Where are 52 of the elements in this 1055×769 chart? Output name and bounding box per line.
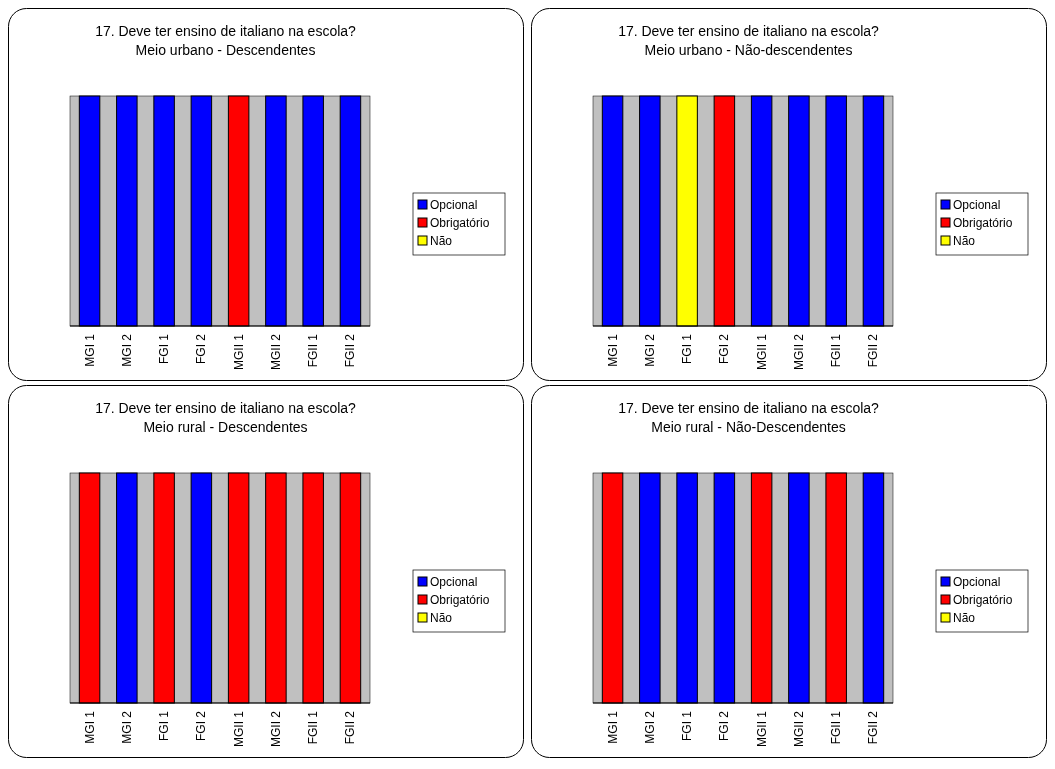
legend-label: Não <box>430 234 453 248</box>
legend-label: Obrigatório <box>953 216 1013 230</box>
chart-subtitle: Meio urbano - Não-descendentes <box>644 42 853 58</box>
x-tick-label: MGI 2 <box>119 710 134 744</box>
legend-label: Opcional <box>953 198 1001 212</box>
x-tick-label: FGII 2 <box>343 710 358 745</box>
x-tick-label: MGI 2 <box>642 710 657 744</box>
x-tick-label: FGII 1 <box>306 710 321 745</box>
legend-label: Não <box>953 234 976 248</box>
x-tick-label: MGI 2 <box>119 333 134 367</box>
x-tick-label: FGII 1 <box>829 333 844 368</box>
x-tick-label: MGII 2 <box>268 333 283 371</box>
legend-label: Obrigatório <box>953 593 1013 607</box>
x-tick-label: MGII 2 <box>268 710 283 748</box>
x-tick-label: FGI 1 <box>157 333 172 365</box>
x-tick-label: FGI 2 <box>194 710 209 742</box>
legend-label: Obrigatório <box>430 593 490 607</box>
x-tick-label: FGII 1 <box>306 333 321 368</box>
x-tick-label: MGI 1 <box>605 333 620 367</box>
x-tick-label: MGI 1 <box>605 710 620 744</box>
legend-label: Não <box>953 611 976 625</box>
x-tick-label: FGII 2 <box>343 333 358 368</box>
chart-title: 17. Deve ter ensino de italiano na escola? <box>95 23 357 39</box>
legend-label: Não <box>430 611 453 625</box>
chart-subtitle: Meio urbano - Descendentes <box>135 42 316 58</box>
chart-title: 17. Deve ter ensino de italiano na escola? <box>95 400 357 416</box>
x-tick-label: FGI 2 <box>194 333 209 365</box>
x-tick-label: MGI 2 <box>642 333 657 367</box>
x-tick-label: MGI 1 <box>82 333 97 367</box>
chart-subtitle: Meio rural - Não-Descendentes <box>651 419 846 435</box>
chart-title: 17. Deve ter ensino de italiano na escola? <box>618 400 880 416</box>
x-tick-label: MGI 1 <box>82 710 97 744</box>
x-tick-label: FGI 2 <box>717 333 732 365</box>
x-tick-label: MGII 2 <box>791 333 806 371</box>
x-tick-label: MGII 2 <box>791 710 806 748</box>
x-tick-label: FGII 2 <box>866 710 881 745</box>
x-tick-label: MGII 1 <box>231 710 246 748</box>
x-tick-label: FGI 1 <box>157 710 172 742</box>
x-tick-label: MGII 1 <box>231 333 246 371</box>
x-tick-label: FGI 1 <box>680 333 695 365</box>
chart-subtitle: Meio rural - Descendentes <box>143 419 308 435</box>
x-tick-label: FGII 1 <box>829 710 844 745</box>
legend-label: Obrigatório <box>430 216 490 230</box>
legend-label: Opcional <box>430 575 478 589</box>
legend-label: Opcional <box>953 575 1001 589</box>
x-tick-label: FGI 2 <box>717 710 732 742</box>
x-tick-label: FGI 1 <box>680 710 695 742</box>
legend-label: Opcional <box>430 198 478 212</box>
x-tick-label: FGII 2 <box>866 333 881 368</box>
chart-title: 17. Deve ter ensino de italiano na escola? <box>618 23 880 39</box>
x-tick-label: MGII 1 <box>754 333 769 371</box>
x-tick-label: MGII 1 <box>754 710 769 748</box>
